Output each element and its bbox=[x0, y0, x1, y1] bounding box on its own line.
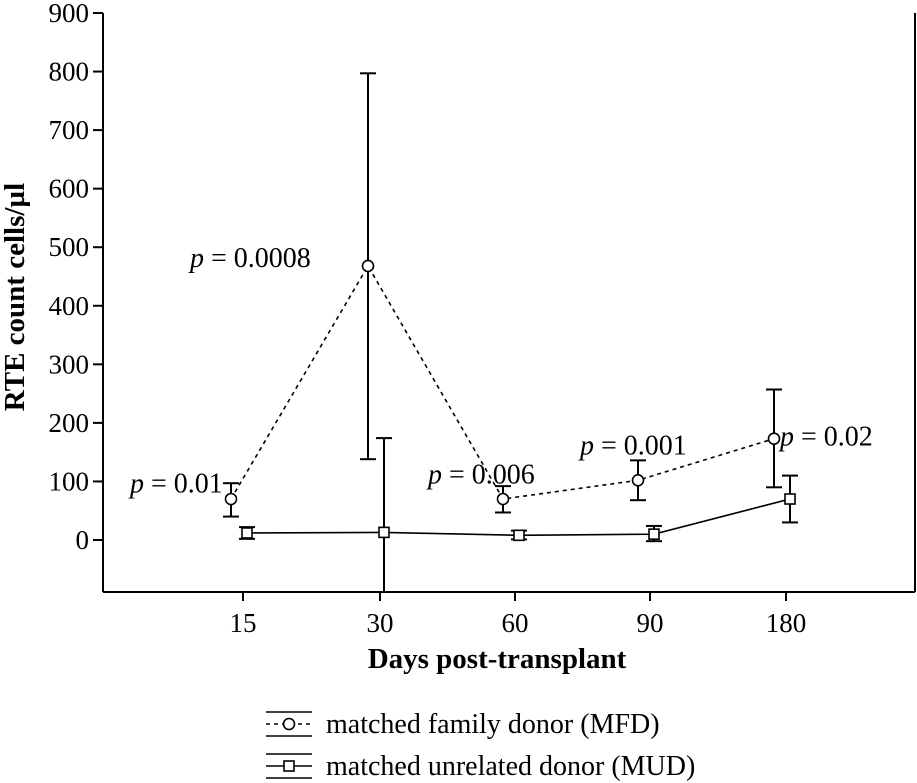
y-tick-label: 900 bbox=[49, 0, 90, 28]
y-tick-label: 400 bbox=[49, 291, 90, 321]
p-symbol: p bbox=[128, 468, 144, 499]
legend-marker bbox=[283, 760, 295, 772]
data-point bbox=[241, 527, 253, 539]
p-value-label: p = 0.02 bbox=[778, 422, 873, 453]
x-tick-label: 60 bbox=[502, 608, 529, 638]
y-tick-label: 800 bbox=[49, 57, 90, 87]
x-tick-label: 15 bbox=[230, 608, 257, 638]
p-value-label: p = 0.001 bbox=[578, 430, 687, 461]
y-tick-label: 700 bbox=[49, 115, 90, 145]
y-axis-title: RTE count cells/µl bbox=[0, 183, 31, 411]
p-value-text: = 0.01 bbox=[144, 468, 223, 499]
p-value-text: = 0.02 bbox=[794, 422, 873, 453]
y-tick-label: 500 bbox=[49, 232, 90, 262]
data-point bbox=[224, 492, 238, 506]
legend-item-mud: matched unrelated donor (MUD) bbox=[266, 751, 695, 782]
p-symbol: p bbox=[778, 422, 794, 453]
p-value-text: = 0.006 bbox=[442, 460, 535, 491]
y-tick-label: 100 bbox=[49, 466, 90, 496]
x-tick-label: 180 bbox=[766, 608, 807, 638]
x-axis-title: Days post-transplant bbox=[368, 643, 627, 675]
x-tick-label: 30 bbox=[367, 608, 394, 638]
legend-label: matched unrelated donor (MUD) bbox=[326, 751, 695, 782]
data-point bbox=[361, 259, 375, 273]
p-value-label: p = 0.006 bbox=[426, 460, 535, 491]
y-tick-label: 200 bbox=[49, 408, 90, 438]
p-symbol: p bbox=[578, 430, 594, 461]
data-point bbox=[784, 493, 796, 505]
data-point bbox=[513, 529, 525, 542]
legend-label: matched family donor (MFD) bbox=[326, 709, 660, 740]
y-tick-label: 600 bbox=[49, 174, 90, 204]
data-point bbox=[378, 526, 390, 539]
data-point bbox=[496, 492, 510, 506]
y-tick-label: 0 bbox=[76, 525, 90, 555]
data-point bbox=[631, 473, 645, 487]
y-axis-ticks: 0 100 200 300 400 500 600 700 800 900 bbox=[49, 0, 103, 555]
x-tick-label: 90 bbox=[637, 608, 664, 638]
data-point bbox=[648, 528, 660, 540]
legend-marker bbox=[282, 717, 296, 731]
series-group bbox=[223, 72, 798, 592]
p-value-label: p = 0.0008 bbox=[188, 243, 311, 274]
p-symbol: p bbox=[426, 460, 442, 491]
y-tick-label: 300 bbox=[49, 349, 90, 379]
x-axis-ticks: 15 30 60 90 180 bbox=[230, 592, 807, 638]
legend: matched family donor (MFD) matched unrela… bbox=[266, 709, 695, 782]
series-mfd bbox=[223, 72, 782, 518]
p-value-label: p = 0.01 bbox=[128, 468, 223, 499]
axes bbox=[102, 13, 916, 593]
data-point bbox=[767, 432, 781, 445]
p-symbol: p bbox=[188, 243, 204, 274]
series-mud bbox=[239, 437, 798, 592]
p-value-text: = 0.0008 bbox=[204, 243, 311, 274]
p-value-text: = 0.001 bbox=[594, 430, 687, 461]
legend-item-mfd: matched family donor (MFD) bbox=[266, 709, 660, 740]
